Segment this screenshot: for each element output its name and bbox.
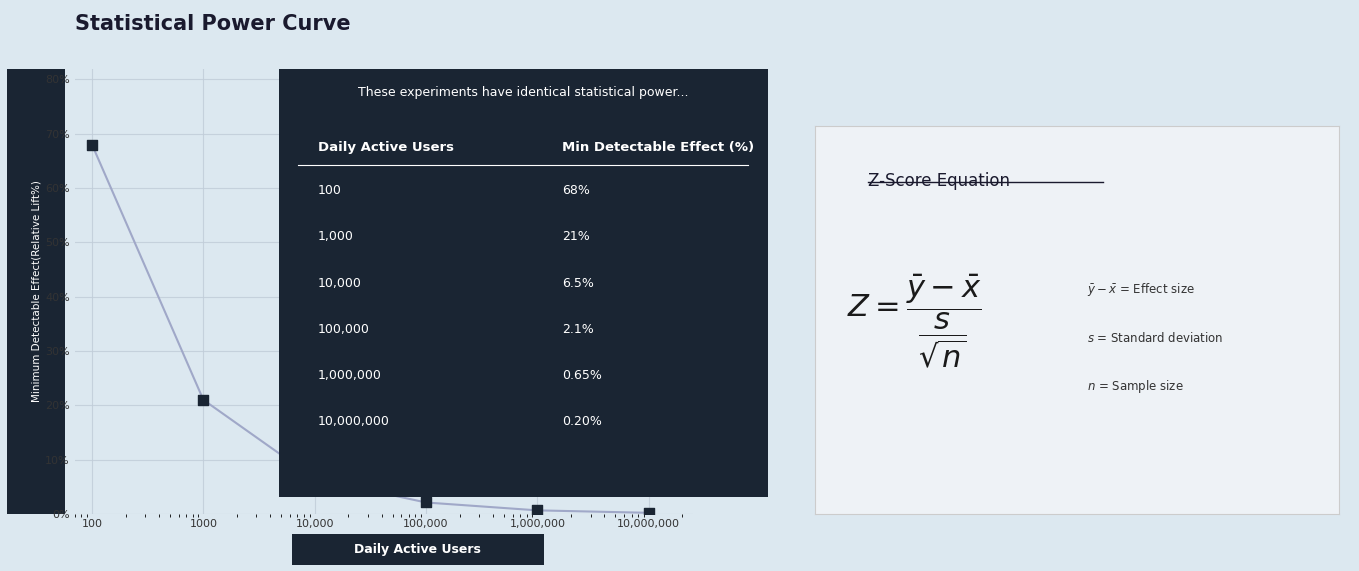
- Text: 68%: 68%: [563, 184, 590, 197]
- Text: Daily Active Users: Daily Active Users: [318, 141, 454, 154]
- Point: [416, 498, 438, 507]
- Text: 0.65%: 0.65%: [563, 369, 602, 382]
- Text: 0.20%: 0.20%: [563, 416, 602, 428]
- Text: 10,000: 10,000: [318, 276, 361, 289]
- Text: Minimum Detectable Effect(Relative Lift%): Minimum Detectable Effect(Relative Lift%…: [31, 180, 41, 402]
- Text: 21%: 21%: [563, 230, 590, 243]
- Text: $\mathit{Z} = \dfrac{\bar{y} - \bar{x}}{\dfrac{s}{\sqrt{n}}}$: $\mathit{Z} = \dfrac{\bar{y} - \bar{x}}{…: [847, 273, 981, 371]
- Text: $s$ = Standard deviation: $s$ = Standard deviation: [1087, 331, 1224, 345]
- Text: $n$ = Sample size: $n$ = Sample size: [1087, 378, 1184, 395]
- Text: Z-Score Equation: Z-Score Equation: [867, 172, 1010, 190]
- Text: Statistical Power Curve: Statistical Power Curve: [75, 14, 351, 34]
- Point: [193, 395, 215, 404]
- Text: $\bar{y} - \bar{x}$ = Effect size: $\bar{y} - \bar{x}$ = Effect size: [1087, 281, 1196, 298]
- Point: [304, 474, 326, 483]
- Text: These experiments have identical statistical power...: These experiments have identical statist…: [357, 86, 689, 99]
- Text: 10,000,000: 10,000,000: [318, 416, 390, 428]
- Text: 100,000: 100,000: [318, 323, 370, 336]
- Text: 6.5%: 6.5%: [563, 276, 594, 289]
- Text: 1,000: 1,000: [318, 230, 353, 243]
- Text: 2.1%: 2.1%: [563, 323, 594, 336]
- Text: 100: 100: [318, 184, 341, 197]
- Text: 1,000,000: 1,000,000: [318, 369, 382, 382]
- Point: [526, 506, 548, 515]
- Text: Daily Active Users: Daily Active Users: [355, 543, 481, 556]
- Point: [637, 508, 659, 517]
- Point: [82, 140, 103, 149]
- Text: Min Detectable Effect (%): Min Detectable Effect (%): [563, 141, 754, 154]
